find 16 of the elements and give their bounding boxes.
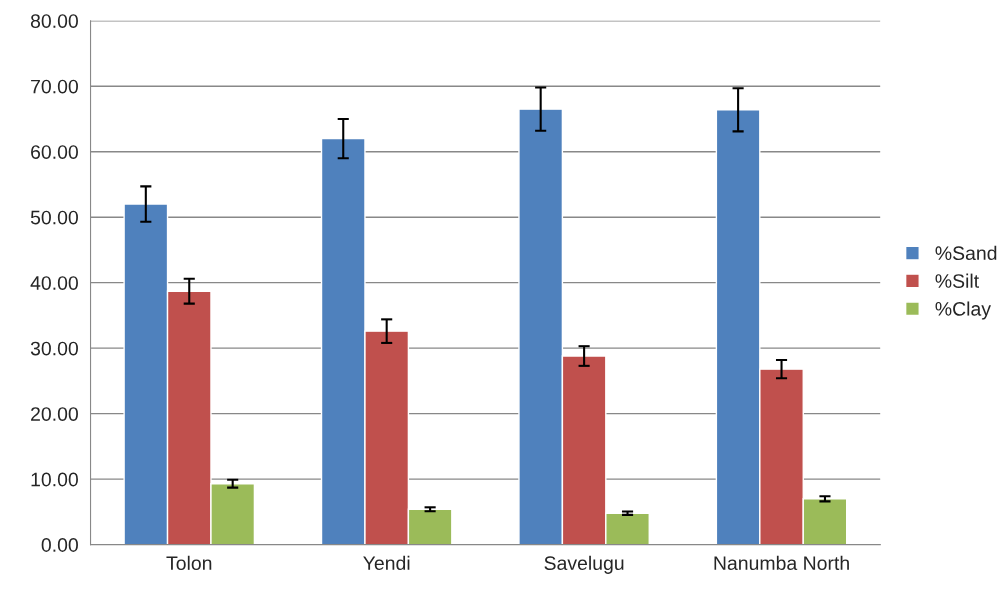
y-tick-label: 80.00 (30, 14, 78, 28)
y-tick-label: 60.00 (31, 145, 78, 159)
y-tick-label: 20.00 (31, 407, 78, 421)
x-tick-label: Yendi (363, 555, 410, 571)
legend-label: %Clay (935, 301, 991, 320)
x-tick-label: Tolon (166, 555, 212, 571)
y-tick-label: 30.00 (30, 341, 78, 356)
y-tick-label: 70.00 (31, 79, 78, 94)
y-tick-label: 0.00 (41, 538, 78, 552)
y-tick-label: 10.00 (31, 472, 78, 487)
x-tick-label: Savelugu (544, 555, 624, 574)
y-tick-label: 40.00 (30, 276, 78, 290)
legend-label: %Silt (935, 273, 979, 288)
legend-label: %Sand (935, 245, 997, 261)
y-tick-label: 50.00 (30, 210, 78, 225)
x-tick-label: Nanumba North (714, 555, 849, 571)
